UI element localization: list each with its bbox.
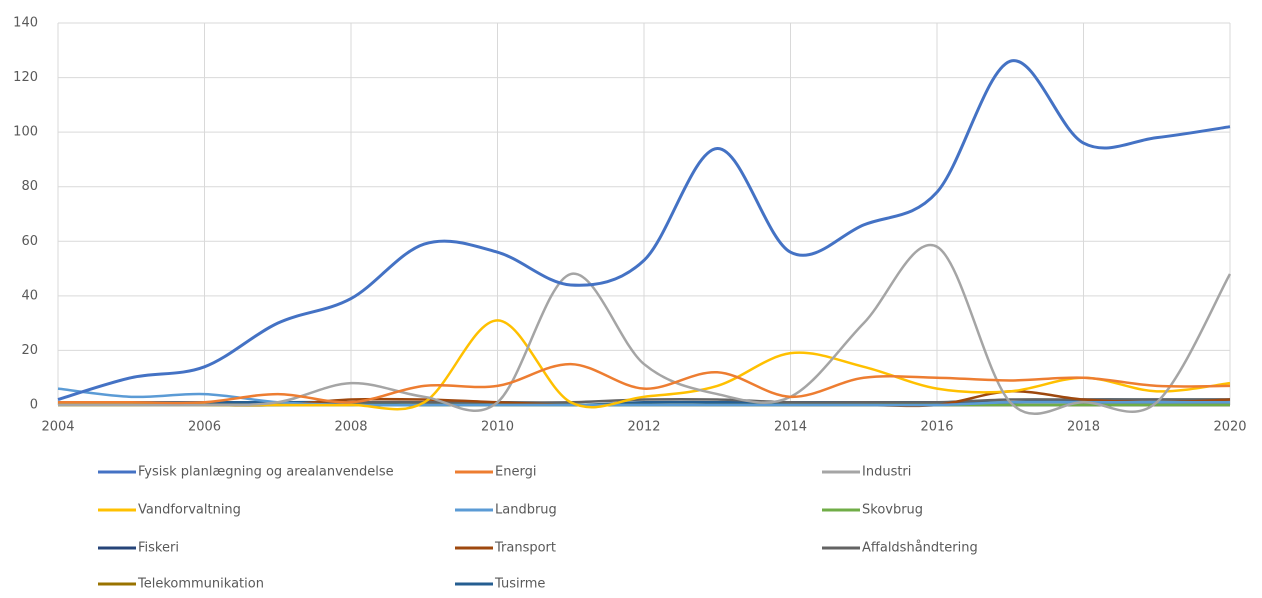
legend-label: Vandforvaltning — [138, 503, 241, 518]
x-tick-label: 2018 — [1067, 420, 1100, 435]
x-tick-label: 2006 — [188, 420, 221, 435]
x-tick-label: 2008 — [334, 420, 367, 435]
legend-label: Skovbrug — [862, 503, 923, 518]
x-tick-label: 2012 — [627, 420, 660, 435]
legend-label: Affaldshåndtering — [862, 541, 978, 556]
legend-label: Energi — [495, 465, 536, 480]
x-tick-label: 2004 — [41, 420, 74, 435]
series-line — [58, 362, 1231, 405]
legend-label: Transport — [494, 541, 556, 556]
x-tick-label: 2014 — [774, 420, 807, 435]
series-line — [57, 387, 1230, 407]
x-tick-label: 2020 — [1213, 420, 1246, 435]
legend-label: Telekommunikation — [137, 577, 264, 592]
x-tick-label: 2010 — [481, 420, 514, 435]
legend-label: Industri — [862, 465, 911, 480]
legend-label: Landbrug — [495, 503, 557, 518]
y-tick-label: 0 — [30, 398, 38, 413]
legend-label: Tusirme — [494, 577, 545, 592]
series-line — [58, 319, 1231, 411]
y-tick-label: 20 — [21, 343, 38, 358]
y-tick-label: 140 — [13, 16, 38, 31]
y-tick-label: 120 — [13, 70, 38, 85]
series-line — [57, 59, 1231, 401]
y-tick-label: 60 — [21, 234, 38, 249]
series-line — [58, 243, 1232, 415]
legend-label: Fysisk planlægning og arealanvendelse — [138, 465, 394, 480]
y-tick-label: 40 — [21, 288, 38, 303]
legend-label: Fiskeri — [138, 541, 179, 556]
y-tick-label: 80 — [21, 179, 38, 194]
x-tick-label: 2016 — [920, 420, 953, 435]
y-tick-label: 100 — [13, 125, 38, 140]
